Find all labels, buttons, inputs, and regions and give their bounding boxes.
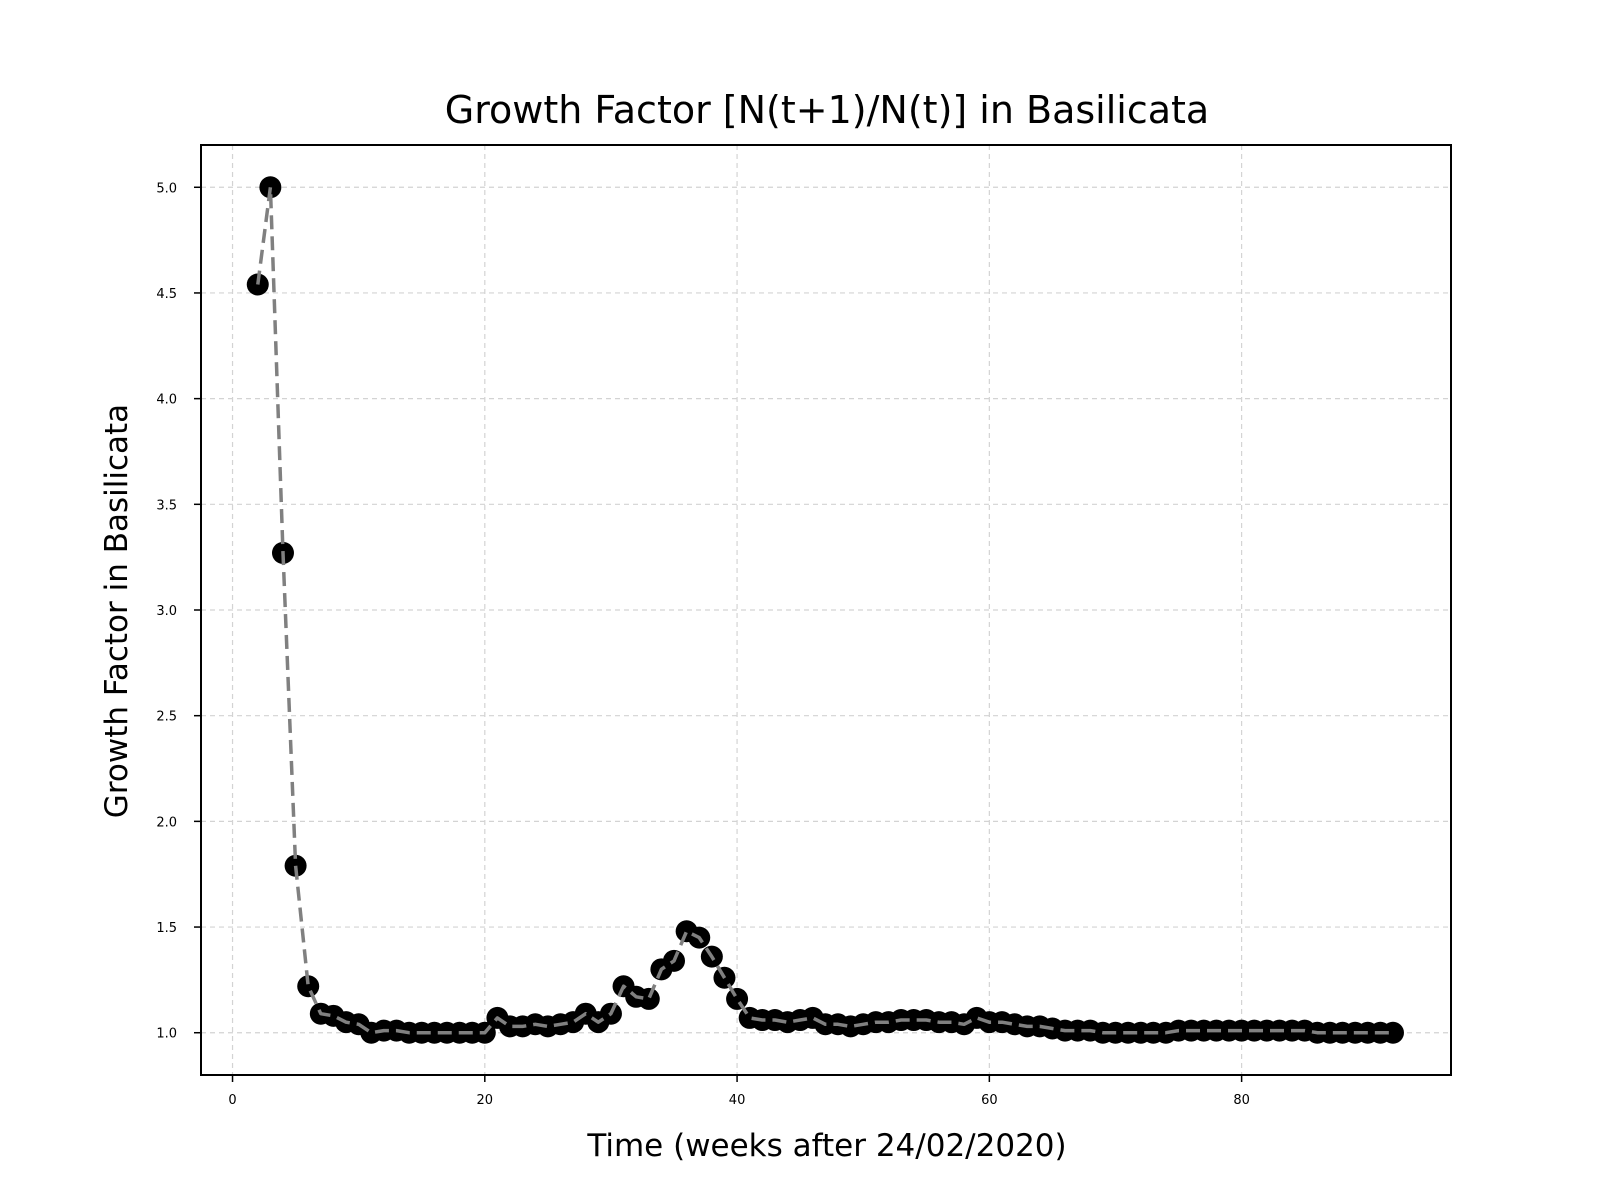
chart-title: Growth Factor [N(t+1)/N(t)] in Basilicat… [445,88,1209,132]
y-tick-label: 1.5 [156,921,177,936]
y-tick-label: 4.0 [156,393,177,408]
x-axis-label: Time (weeks after 24/02/2020) [586,1128,1066,1164]
x-tick-label: 60 [981,1093,998,1108]
y-tick-label: 1.0 [156,1027,177,1042]
y-axis-label: Growth Factor in Basilicata [99,404,135,818]
plot-frame [200,144,1452,1076]
grid-layer [201,145,1451,1075]
data-point-marker [246,273,269,296]
x-tick-label: 80 [1233,1093,1250,1108]
y-tick-label: 3.0 [156,604,177,619]
y-tick-label: 2.5 [156,710,177,725]
data-point-marker [284,854,307,877]
x-tick-label: 20 [477,1093,494,1108]
data-point-marker [259,176,282,199]
series-line-layer [256,185,1393,1035]
y-tick-label: 3.5 [156,498,177,513]
x-tick-label: 0 [228,1093,236,1108]
x-tick-label: 40 [729,1093,746,1108]
ticks-layer: 0 20 40 60 80 1.0 1.5 2.0 2.5 3.0 3.5 4.0 4.5 5.0 [156,181,1250,1108]
data-point-marker [1381,1021,1404,1044]
y-tick-label: 4.5 [156,287,177,302]
data-point-marker [297,975,320,998]
data-point-marker [726,987,749,1010]
y-tick-label: 5.0 [156,181,177,196]
y-tick-label: 2.0 [156,815,177,830]
series-line [256,185,1393,1035]
data-point-marker [637,987,660,1010]
